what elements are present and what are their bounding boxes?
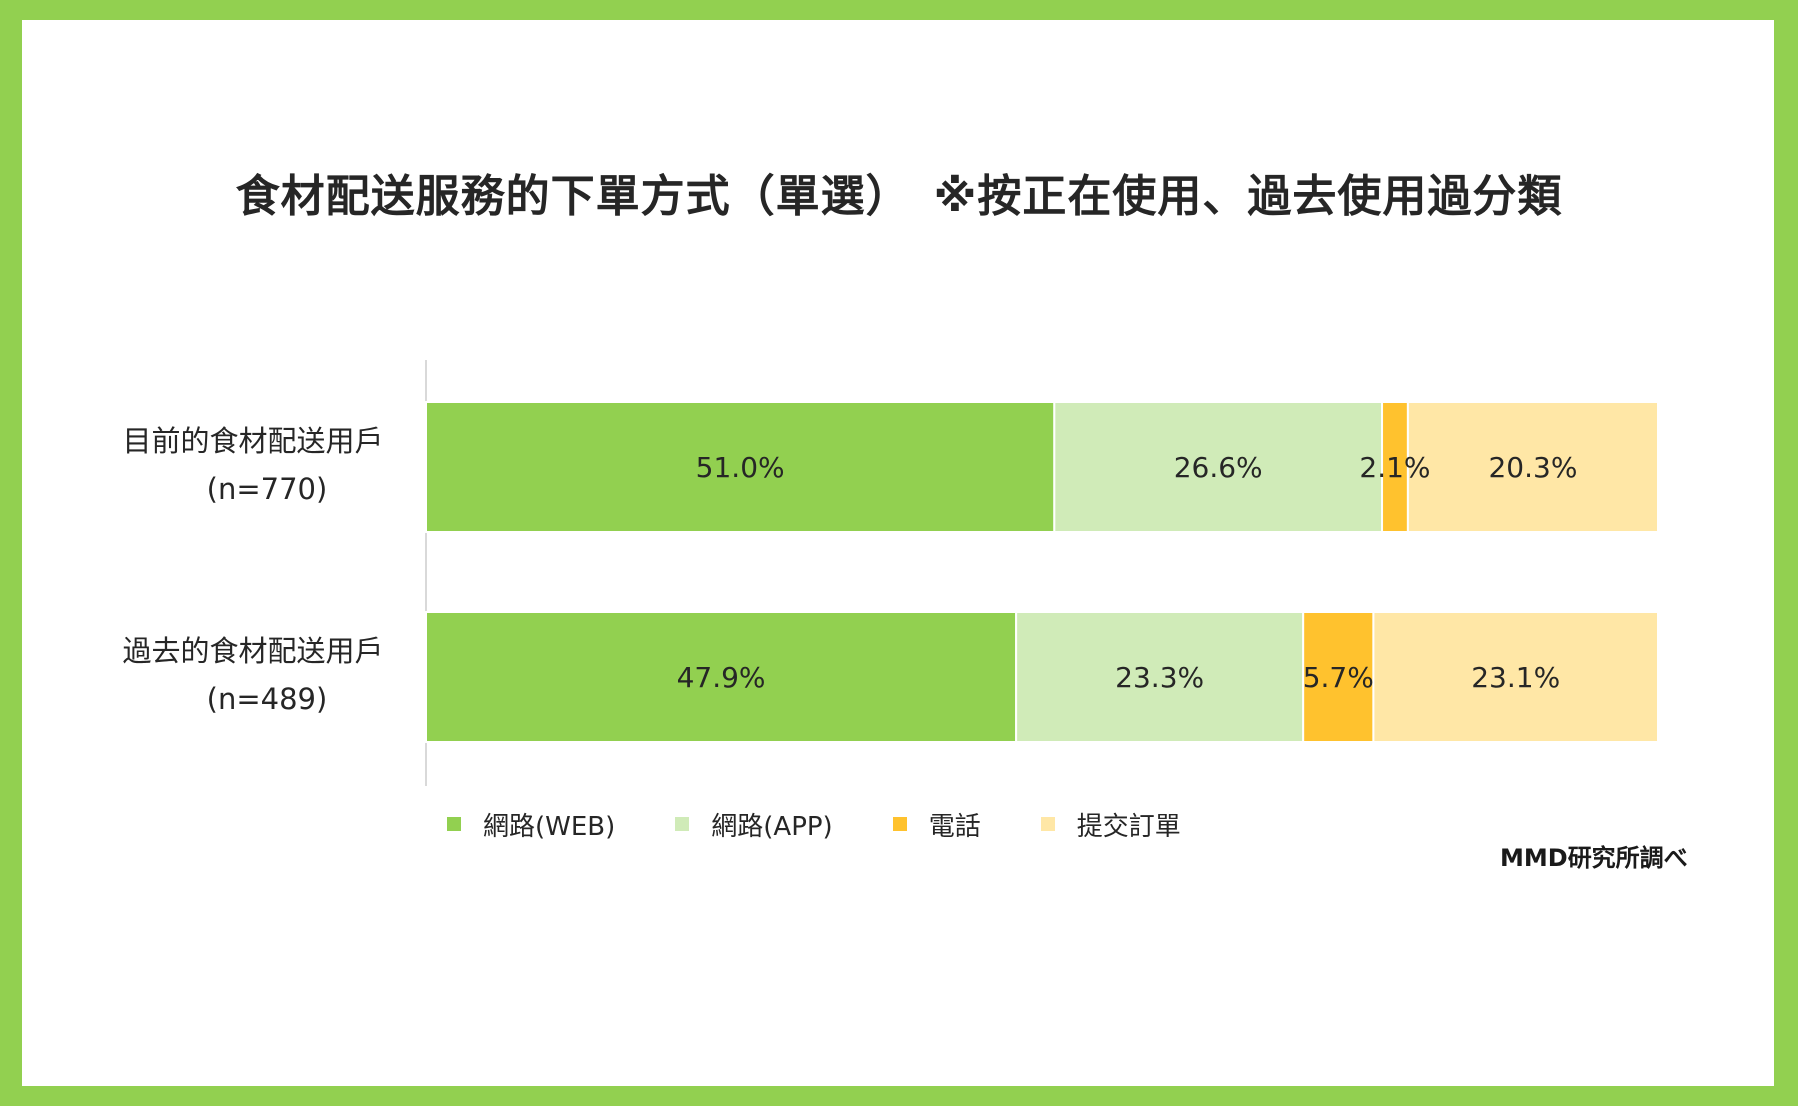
legend-swatch xyxy=(892,817,907,831)
category-sample-size: (n=770) xyxy=(207,472,328,506)
data-label: 2.1% xyxy=(1359,451,1430,484)
category-label: 過去的食材配送用戶 xyxy=(122,634,383,668)
legend-label: 電話 xyxy=(928,811,981,842)
bar-segment xyxy=(1372,611,1659,743)
data-label: 23.1% xyxy=(1471,661,1560,694)
legend-item: 提交訂單 xyxy=(1040,806,1181,843)
category-label: 目前的食材配送用戶 xyxy=(122,424,383,458)
legend-label: 網路(APP) xyxy=(711,811,833,842)
legend-swatch xyxy=(675,817,690,831)
data-label: 26.6% xyxy=(1174,451,1263,484)
bar-segment xyxy=(1406,401,1660,533)
data-label: 5.7% xyxy=(1303,661,1374,694)
label-group: 51.0% 26.6% 2.1% 20.3% 47.9% 23.3% 5.7% 23.1% xyxy=(677,451,1578,694)
data-label: 47.9% xyxy=(677,661,766,694)
legend-item: 網路(WEB) xyxy=(447,806,615,843)
legend-item: 電話 xyxy=(892,806,981,843)
data-label: 23.3% xyxy=(1115,661,1204,694)
data-label: 51.0% xyxy=(696,451,785,484)
bar-segment xyxy=(1015,611,1305,743)
bar-segment xyxy=(1302,611,1375,743)
chart-title: 食材配送服務的下單方式（單選） ※按正在使用、過去使用過分類 xyxy=(235,171,1563,222)
bar-segment xyxy=(1381,401,1409,533)
category-sample-size: (n=489) xyxy=(207,682,328,716)
source-note: MMD研究所調べ xyxy=(1500,844,1688,872)
category-group: 目前的食材配送用戶 (n=770) 過去的食材配送用戶 (n=489) xyxy=(122,424,383,716)
legend-label: 網路(WEB) xyxy=(483,811,616,842)
legend-label: 提交訂單 xyxy=(1076,811,1181,842)
bar-group xyxy=(425,401,1660,743)
legend-item: 網路(APP) xyxy=(675,806,833,843)
legend-swatch xyxy=(1040,817,1055,831)
bar-segment xyxy=(425,611,1018,743)
data-label: 20.3% xyxy=(1488,451,1577,484)
bar-segment xyxy=(425,401,1056,533)
legend-swatch xyxy=(447,817,461,831)
legend: 網路(WEB) 網路(APP) 電話 提交訂單 xyxy=(447,804,1241,844)
